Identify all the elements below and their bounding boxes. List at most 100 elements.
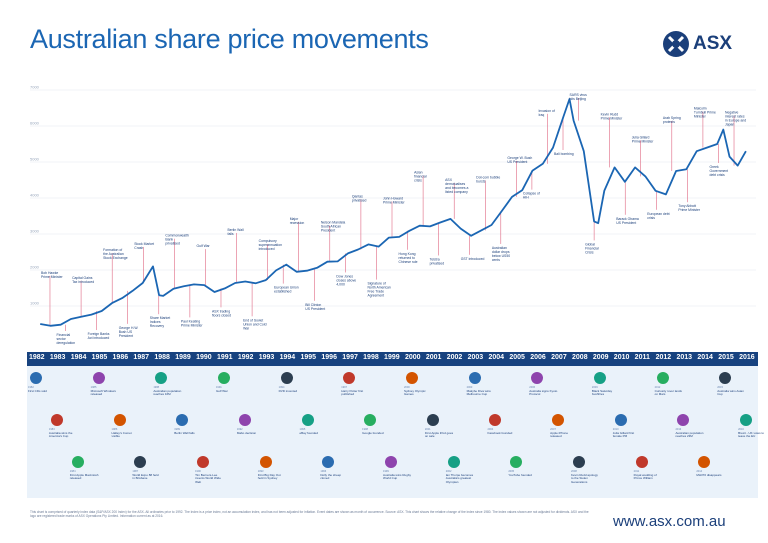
event-year: 1998 [362,428,368,431]
event-thumbnail [719,372,732,384]
event-text: Microsoft Windows released [90,388,116,397]
annotation-label: End of Soviet Union and Cold War [243,318,266,330]
annotation-label: Share Market Indices Recovery [150,316,170,328]
annotation-label: ASX demutualises and becomes a listed compa… [445,178,468,194]
annotation-label: Stock Market Crash [134,242,154,250]
event-text: Kevin Rudd apology to the Stolen Generat… [571,472,598,484]
timeline-event: 2007 Apple iPhone released [550,428,579,439]
year-label: 2000 [404,354,421,361]
event-year: 1988 [153,386,160,389]
year-label: 1997 [342,354,358,361]
year-label: 1996 [321,354,337,361]
year-label: 2001 [425,354,442,361]
event-thumbnail [322,456,335,468]
annotation-label: Qantas privatised [352,194,367,202]
event-thumbnail [301,414,314,426]
timeline-event: 2009 Black Saturday bushfires [592,386,621,397]
event-text: Australia wins Asian Cup [717,388,744,397]
year-label: 1987 [133,354,149,361]
year-label: 2008 [572,354,588,361]
annotation-label: Dow Jones closes above 4,000 [336,274,356,286]
year-label: 1989 [175,354,191,361]
event-text: Australia signs Kyoto Protocol [529,388,558,397]
timeline-event: 2006 Australia signs Kyoto Protocol [529,386,558,397]
event-text: Tim Berners-Lee invents World Wide Web [195,472,221,484]
year-label: 2016 [739,354,755,361]
timeline-event: 1994 DVD invented [279,386,308,393]
event-year: 1993 [257,470,264,473]
year-label: 1984 [70,354,87,361]
event-band: 1982 First CDs sold 1983 Australia wins the… [27,366,764,498]
timeline-event: 1988 Australian population reaches 16M [153,386,182,397]
annotation-label: Gulf War [196,244,210,248]
page-title: Australian share price movements [30,24,429,54]
year-label: 2002 [446,354,463,361]
y-tick-label: 3000 [30,229,40,234]
event-year: 2001 [424,428,431,431]
event-text: Australian population reaches 16M [153,388,182,397]
annotation-label: George W. Bush US President [507,156,532,164]
timeline-event: 2014 MH370 disappears [696,470,725,477]
annotation-label: Tony Abbott Prime Minister [678,204,701,212]
event-year: 2010 [612,428,619,431]
event-year: 2002 [445,470,452,473]
event-year: 1991 [215,386,222,389]
event-text: Google founded [362,430,384,435]
event-thumbnail [217,372,230,384]
logo-text: ASX [693,33,733,54]
event-year: 2000 [403,386,410,389]
year-label: 2004 [488,354,505,361]
year-label: 1982 [29,354,45,361]
year-label: 1994 [279,354,296,361]
timeline-event: 2004 Facebook founded [487,428,516,435]
annotation-label: Malcolm Turnbull Prime Minister [694,107,716,119]
annotation-label: George H.W. Bush US President [119,326,139,338]
event-year: 2014 [696,470,703,473]
event-thumbnail [677,414,690,426]
year-label: 2009 [592,354,609,361]
year-label: 1986 [112,354,129,361]
event-text: First CDs sold [28,388,47,393]
year-label: 1990 [196,354,212,361]
annotation-label: Collapse of HIH [523,192,540,200]
event-text: Facebook founded [487,430,513,435]
timeline-event: 2012 Curiosity rover lands on Mars [655,386,684,397]
event-thumbnail [155,372,168,384]
year-label: 2014 [697,354,713,361]
event-thumbnail [238,414,251,426]
year-label: 2006 [530,354,546,361]
timeline-event: 1983 Australia wins the America's Cup [49,428,78,439]
event-thumbnail [698,456,711,468]
y-tick-label: 2000 [30,265,40,270]
y-axis-labels: 1000 2000 3000 4000 5000 6000 7000 [30,85,40,306]
annotation-label: Greek Government debt crisis [709,165,728,177]
annotation-label: Compulsory superannuation introduced [259,239,282,251]
year-label: 1991 [216,354,233,361]
annotation-label: Paul Keating Prime Minister [181,319,204,327]
event-thumbnail [113,414,126,426]
event-year: 2006 [529,386,536,389]
event-text: MH370 disappears [696,472,722,477]
timeline-event: 1993 First Big Day Out held in Sydney [258,470,287,481]
event-thumbnail [92,372,105,384]
annotation-label: European debt crisis [647,212,669,220]
website-link[interactable]: www.asx.com.au [613,513,726,530]
year-label: 1985 [91,354,108,361]
event-thumbnail [364,414,377,426]
event-thumbnail [71,456,84,468]
event-year: 1994 [278,386,285,389]
event-thumbnail [447,456,460,468]
timeline-event: 1998 Google founded [362,428,391,435]
event-text: Australia wins Rugby World Cup [383,472,412,481]
event-thumbnail [259,456,272,468]
event-thumbnail [510,456,523,468]
event-year: 1990 [195,470,201,473]
y-tick-label: 5000 [30,157,40,162]
year-label: 1995 [300,354,317,361]
event-thumbnail [531,372,544,384]
event-text: Brexit - UK votes to leave the EU [738,430,764,439]
annotation-label: Berlin Wall falls [228,228,244,236]
annotation-label: Kevin Rudd Prime Minister [601,112,624,120]
event-year: 2003 [466,386,473,389]
